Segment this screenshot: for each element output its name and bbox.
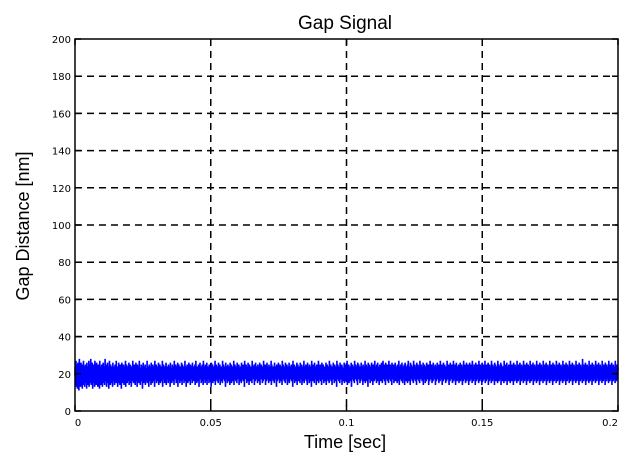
- y-axis-label: Gap Distance [nm]: [13, 151, 33, 300]
- y-tick-label: 120: [52, 184, 71, 195]
- y-tick-label: 200: [52, 35, 71, 46]
- x-tick-labels: 0 0.05 0.1 0.15 0.2: [75, 418, 618, 429]
- y-tick-label: 100: [52, 221, 71, 232]
- series-layer: [74, 358, 619, 391]
- x-tick-label: 0.2: [602, 418, 618, 429]
- y-tick-label: 20: [58, 370, 71, 381]
- y-tick-label: 60: [58, 295, 71, 306]
- x-tick-label: 0.15: [471, 418, 493, 429]
- y-tick-labels: 0 20 40 60 80 100 120 140 160 180 200: [52, 35, 71, 418]
- y-tick-label: 40: [58, 333, 71, 344]
- x-tick-label: 0.05: [200, 418, 222, 429]
- x-axis-label: Time [sec]: [304, 432, 386, 452]
- y-tick-label: 140: [52, 147, 71, 158]
- y-tick-label: 80: [58, 258, 71, 269]
- y-tick-label: 180: [52, 72, 71, 83]
- x-tick-label: 0: [75, 418, 81, 429]
- chart-title: Gap Signal: [298, 13, 392, 34]
- axis-ticks: [74, 38, 619, 412]
- gap-signal-series-line: [74, 358, 619, 391]
- y-tick-label: 160: [52, 109, 71, 120]
- x-tick-label: 0.1: [339, 418, 355, 429]
- y-tick-label: 0: [65, 407, 71, 418]
